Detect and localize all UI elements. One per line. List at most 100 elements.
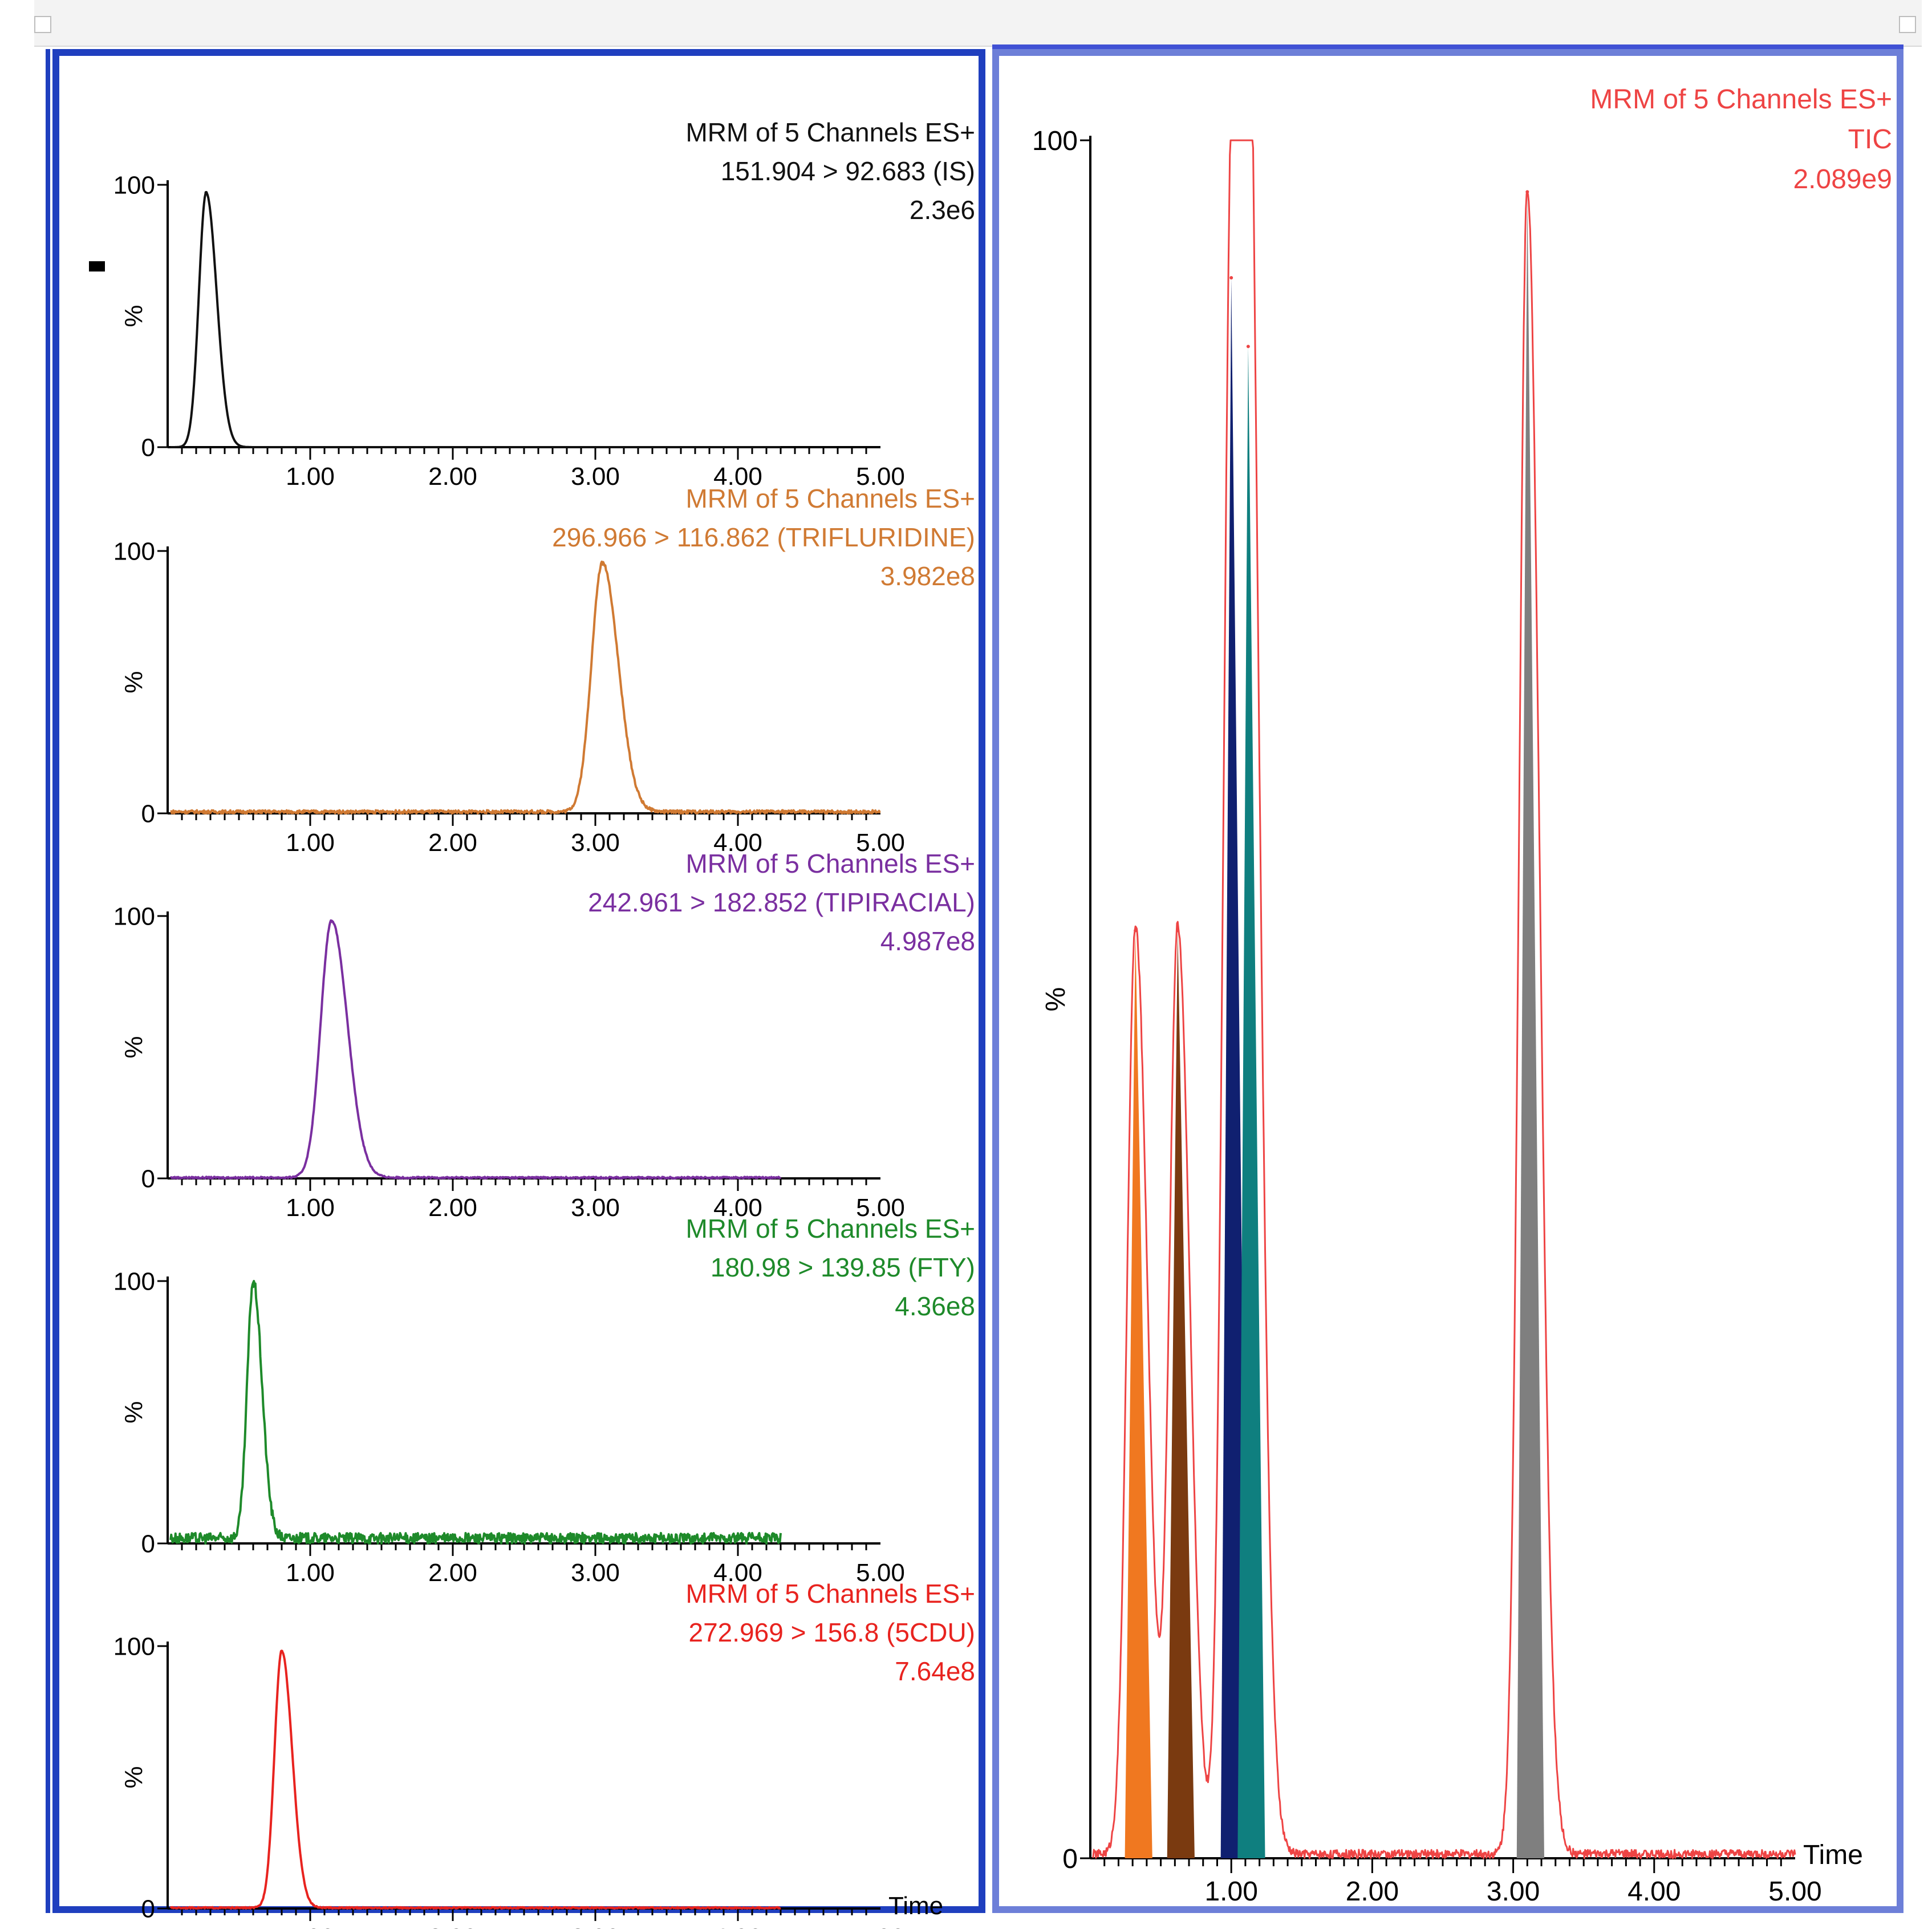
x-tick-label: 1.00 <box>1204 1877 1257 1907</box>
x-tick-label: 5.00 <box>856 463 905 491</box>
chart-header-line: 4.36e8 <box>895 1291 975 1321</box>
peak-apex-0 <box>280 1650 283 1654</box>
y-axis-label: % <box>120 1036 148 1058</box>
x-tick-label: 5.00 <box>856 829 905 857</box>
chart-header-line: MRM of 5 Channels ES+ <box>685 117 975 147</box>
x-tick-label: 1.00 <box>286 1194 335 1222</box>
x-tick-label: 4.00 <box>1627 1877 1681 1907</box>
y-tick-label: 100 <box>1032 126 1078 156</box>
x-tick-label: 3.00 <box>1487 1877 1540 1907</box>
y-tick-label: 0 <box>141 1895 155 1923</box>
x-tick-label: 4.00 <box>713 1559 762 1587</box>
chart-header-line: 180.98 > 139.85 (FTY) <box>711 1253 975 1282</box>
x-tick-label: 3.00 <box>571 1559 620 1587</box>
y-axis-label: % <box>1041 987 1071 1012</box>
x-tick-label: 2.00 <box>428 829 477 857</box>
x-tick-label: 4.00 <box>713 1924 762 1929</box>
peak-apex-4 <box>1525 190 1529 194</box>
x-tick-label: 1.00 <box>286 829 335 857</box>
x-tick-label: 5.00 <box>1768 1877 1821 1907</box>
x-tick-label: 1.00 <box>286 463 335 491</box>
chart-0: MRM of 5 Channels ES+ 151.904 > 92.683 (I… <box>113 117 975 491</box>
peak-apex-2 <box>1229 275 1233 279</box>
x-tick-label: 3.00 <box>571 829 620 857</box>
left-chromatogram-stack[interactable]: MRM of 5 Channels ES+ 151.904 > 92.683 (I… <box>46 49 985 1929</box>
chart-header-line: MRM of 5 Channels ES+ <box>685 1579 975 1608</box>
x-tick-label: 2.00 <box>428 1194 477 1222</box>
x-tick-label: 1.00 <box>286 1559 335 1587</box>
x-tick-label: 2.00 <box>428 1924 477 1929</box>
y-tick-label: 100 <box>113 1632 155 1660</box>
tic-panel-svg: MRM of 5 Channels ES+ TIC 2.089e9 1.00 2.00 3… <box>1032 84 1892 1907</box>
y-axis-label: % <box>120 671 148 693</box>
chart-header-line: 4.987e8 <box>880 926 975 956</box>
chart-header-line: 2.089e9 <box>1793 164 1892 194</box>
y-tick-label: 100 <box>113 537 155 565</box>
peak-apex-0 <box>204 191 208 194</box>
chart-header-line: TIC <box>1848 124 1892 155</box>
chart-header-line: MRM of 5 Channels ES+ <box>685 1214 975 1243</box>
y-tick-label: 100 <box>113 1267 155 1295</box>
x-tick-label: 2.00 <box>428 1559 477 1587</box>
chart-header-line: 242.961 > 182.852 (TIPIRACIAL) <box>588 887 975 917</box>
x-tick-label: 3.00 <box>571 1194 620 1222</box>
window-restore-icon[interactable] <box>1899 16 1916 33</box>
chart-4: MRM of 5 Channels ES+ 272.969 > 156.8 (5C… <box>113 1579 975 1929</box>
y-axis-label: % <box>120 1401 148 1423</box>
tic-peak-1 <box>1167 930 1195 1858</box>
y-tick-label: 0 <box>141 433 155 461</box>
trace-line <box>1092 139 1796 1859</box>
x-tick-label: 2.00 <box>428 463 477 491</box>
x-tick-label: 4.00 <box>713 829 762 857</box>
x-tick-label: 5.00 <box>856 1559 905 1587</box>
trace-line <box>170 191 781 448</box>
chart-3: MRM of 5 Channels ES+ 180.98 > 139.85 (FT… <box>113 1214 975 1587</box>
y-tick-label: 0 <box>1062 1844 1078 1874</box>
x-tick-label: 4.00 <box>713 1194 762 1222</box>
x-tick-label: 4.00 <box>713 463 762 491</box>
peak-apex-0 <box>1134 929 1138 933</box>
tic-peak-4 <box>1516 192 1544 1859</box>
y-tick-label: 0 <box>141 1530 155 1558</box>
x-tick-label: 5.00 <box>856 1194 905 1222</box>
peak-apex-1 <box>1176 929 1180 933</box>
y-tick-label: 100 <box>113 171 155 199</box>
y-axis-label: % <box>120 305 148 327</box>
chart-2: MRM of 5 Channels ES+ 242.961 > 182.852 (… <box>113 849 975 1222</box>
chart-header-line: 272.969 > 156.8 (5CDU) <box>689 1618 975 1647</box>
chart-header-line: MRM of 5 Channels ES+ <box>1590 84 1892 115</box>
chart-header-line: MRM of 5 Channels ES+ <box>685 849 975 878</box>
peak-apex-0 <box>251 1284 255 1288</box>
chart-header-line: 3.982e8 <box>880 561 975 591</box>
x-tick-label: 5.00 <box>856 1924 905 1929</box>
tic-peak-0 <box>1125 930 1152 1858</box>
marker-icon <box>89 261 105 271</box>
x-tick-label: 1.00 <box>286 1924 335 1929</box>
x-tick-label: 3.00 <box>571 463 620 491</box>
window-toolbar <box>34 0 1922 47</box>
trace-line <box>169 1650 781 1910</box>
y-axis-label: % <box>120 1766 148 1788</box>
chart-header-line: 151.904 > 92.683 (IS) <box>721 156 975 186</box>
chart-header-line: 7.64e8 <box>895 1656 975 1686</box>
chart-header-line: 296.966 > 116.862 (TRIFLURIDINE) <box>552 522 975 552</box>
chart-header-line: MRM of 5 Channels ES+ <box>685 484 975 513</box>
peak-apex-0 <box>330 919 334 923</box>
peak-apex-0 <box>600 562 604 566</box>
y-tick-label: 0 <box>141 1165 155 1193</box>
x-tick-label: 3.00 <box>571 1924 620 1929</box>
x-axis-label: Time <box>888 1892 943 1920</box>
trace-line <box>170 560 881 814</box>
left-panel-svg: MRM of 5 Channels ES+ 151.904 > 92.683 (I… <box>89 117 975 1929</box>
chart-header-line: 2.3e6 <box>910 195 975 225</box>
chart-5: MRM of 5 Channels ES+ TIC 2.089e9 1.00 2.00 3… <box>1032 84 1892 1907</box>
tic-chromatogram-panel[interactable]: MRM of 5 Channels ES+ TIC 2.089e9 1.00 2.00 3… <box>992 44 1903 1913</box>
window-corner-icon <box>34 16 51 33</box>
peak-apex-3 <box>1246 345 1250 348</box>
y-tick-label: 100 <box>113 902 155 930</box>
x-tick-label: 2.00 <box>1346 1877 1399 1907</box>
x-axis-label: Time <box>1803 1840 1863 1870</box>
chart-1: MRM of 5 Channels ES+ 296.966 > 116.862 (… <box>113 484 975 857</box>
trace-line <box>169 1280 782 1545</box>
y-tick-label: 0 <box>141 800 155 828</box>
